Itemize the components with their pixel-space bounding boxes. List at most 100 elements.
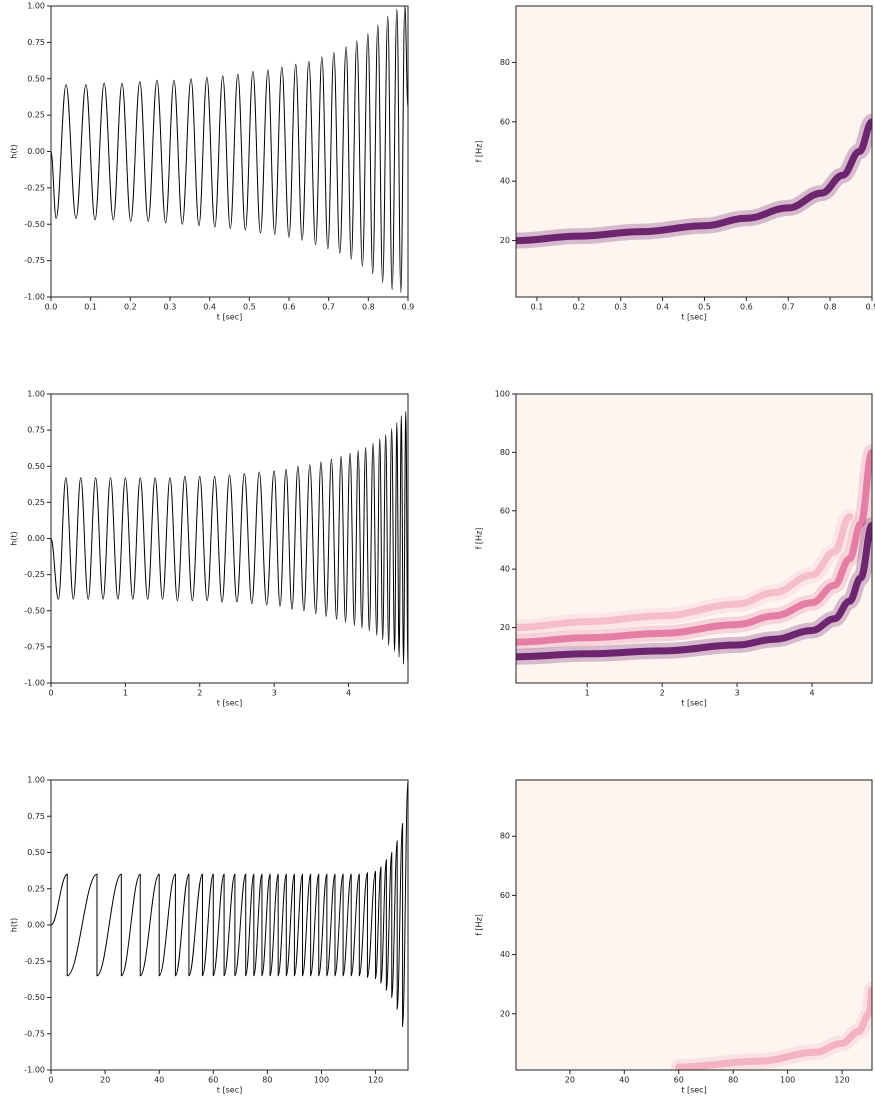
plot-area: [51, 6, 408, 294]
x-tick-label: 0.9: [866, 303, 875, 312]
axes-frame: [515, 5, 873, 298]
x-tick-label: 0.7: [782, 303, 795, 312]
y-tick-label: 60: [500, 117, 510, 126]
x-tick-label: 1: [123, 689, 128, 698]
x-tick-label: 1: [585, 689, 590, 698]
x-tick-label: 40: [619, 1076, 629, 1085]
x-tick-label: 0.8: [362, 303, 375, 312]
y-axis-label: h(t): [10, 918, 19, 932]
spectrogram-background: [516, 780, 872, 1070]
ridge: [516, 118, 872, 245]
y-tick-label: -0.75: [24, 642, 45, 651]
y-tick-label: 40: [500, 950, 510, 959]
y-tick-label: 0.25: [27, 884, 45, 893]
x-tick-label: 80: [262, 1076, 272, 1085]
y-tick-label: 20: [500, 1009, 510, 1018]
subplot: 1 2 3 4 20 40 60 80 100 t [sec] f [Hz]: [475, 390, 873, 708]
x-tick-label: 0: [48, 1076, 53, 1085]
x-tick-label: 0.1: [84, 303, 97, 312]
y-tick-label: 0.25: [27, 111, 45, 120]
ridge: [516, 448, 872, 646]
y-axis-label: h(t): [10, 531, 19, 545]
y-tick-label: 0.75: [27, 38, 45, 47]
y-tick-label: -1.00: [24, 679, 45, 688]
x-tick-label: 20: [565, 1076, 575, 1085]
y-tick-label: 40: [500, 565, 510, 574]
y-tick-label: 80: [500, 832, 510, 841]
axes-frame: [515, 393, 873, 684]
y-tick-label: -0.25: [24, 570, 45, 579]
x-tick-label: 0.9: [402, 303, 415, 312]
plot-area: [516, 113, 872, 249]
subplot: 0.0 0.1 0.2 0.3 0.4 0.5 0.6 0.7 0.8 0.9 -1.00 -0.75…: [10, 2, 415, 322]
plot-area: [516, 444, 872, 665]
spectrogram-background: [516, 6, 872, 297]
plot-area: [51, 780, 408, 1070]
x-tick-label: 120: [834, 1076, 849, 1085]
x-axis-label: t [sec]: [681, 313, 706, 322]
x-tick-label: 80: [728, 1076, 738, 1085]
x-tick-label: 100: [314, 1076, 329, 1085]
y-tick-label: -0.75: [24, 256, 45, 265]
y-tick-label: 20: [500, 236, 510, 245]
x-tick-label: 0.5: [243, 303, 256, 312]
x-axis-label: t [sec]: [681, 1086, 706, 1095]
y-tick-label: 1.00: [27, 776, 45, 785]
y-tick-label: 60: [500, 891, 510, 900]
x-tick-label: 100: [780, 1076, 795, 1085]
axes-frame: [515, 779, 873, 1071]
y-tick-label: 0.25: [27, 498, 45, 507]
waveform: [51, 6, 408, 294]
y-axis-label: f [Hz]: [475, 528, 484, 550]
x-axis-label: t [sec]: [217, 699, 242, 708]
plot-area: [670, 982, 872, 1070]
x-tick-label: 60: [208, 1076, 218, 1085]
ridge: [675, 986, 872, 1070]
y-axis-label: f [Hz]: [475, 141, 484, 163]
y-axis-label: h(t): [10, 144, 19, 158]
x-tick-label: 3: [735, 689, 740, 698]
x-tick-label: 0.5: [698, 303, 711, 312]
x-tick-label: 2: [660, 689, 665, 698]
x-tick-label: 0.0: [45, 303, 58, 312]
x-tick-label: 0.1: [531, 303, 544, 312]
y-tick-label: -0.50: [24, 993, 45, 1002]
y-tick-label: 0.00: [27, 921, 45, 930]
y-tick-label: 20: [500, 623, 510, 632]
subplot: 0 1 2 3 4 -1.00 -0.75 -0.50 -0.25 0.00 0.25 0.50 0.7…: [10, 390, 409, 708]
waveform: [51, 410, 408, 670]
ridge: [516, 521, 872, 661]
y-tick-label: 100: [495, 390, 510, 399]
y-tick-label: 60: [500, 506, 510, 515]
x-tick-label: 0.7: [322, 303, 335, 312]
y-tick-label: -1.00: [24, 293, 45, 302]
x-tick-label: 0.6: [740, 303, 753, 312]
x-tick-label: 0.6: [283, 303, 296, 312]
x-tick-label: 0.2: [572, 303, 585, 312]
x-tick-label: 0: [48, 689, 53, 698]
y-tick-label: 1.00: [27, 2, 45, 11]
y-tick-label: 80: [500, 58, 510, 67]
y-axis-label: f [Hz]: [475, 914, 484, 936]
y-tick-label: 0.00: [27, 147, 45, 156]
y-tick-label: 0.75: [27, 812, 45, 821]
x-tick-label: 0.2: [124, 303, 137, 312]
subplot: 0.1 0.2 0.3 0.4 0.5 0.6 0.7 0.8 0.9 20 40 60 80 t [se…: [475, 5, 875, 322]
y-tick-label: 0.50: [27, 848, 45, 857]
x-tick-label: 0.8: [824, 303, 837, 312]
x-axis-label: t [sec]: [681, 699, 706, 708]
y-tick-label: -0.75: [24, 1029, 45, 1038]
plot-area: [51, 410, 408, 670]
x-tick-label: 20: [100, 1076, 110, 1085]
waveform: [51, 780, 408, 1070]
y-tick-label: 0.75: [27, 426, 45, 435]
ridge: [516, 513, 854, 632]
x-tick-label: 120: [368, 1076, 383, 1085]
y-tick-label: 0.50: [27, 74, 45, 83]
y-tick-label: 0.00: [27, 534, 45, 543]
x-tick-label: 0.4: [203, 303, 216, 312]
x-tick-label: 2: [197, 689, 202, 698]
x-tick-label: 0.3: [614, 303, 627, 312]
y-tick-label: 80: [500, 448, 510, 457]
